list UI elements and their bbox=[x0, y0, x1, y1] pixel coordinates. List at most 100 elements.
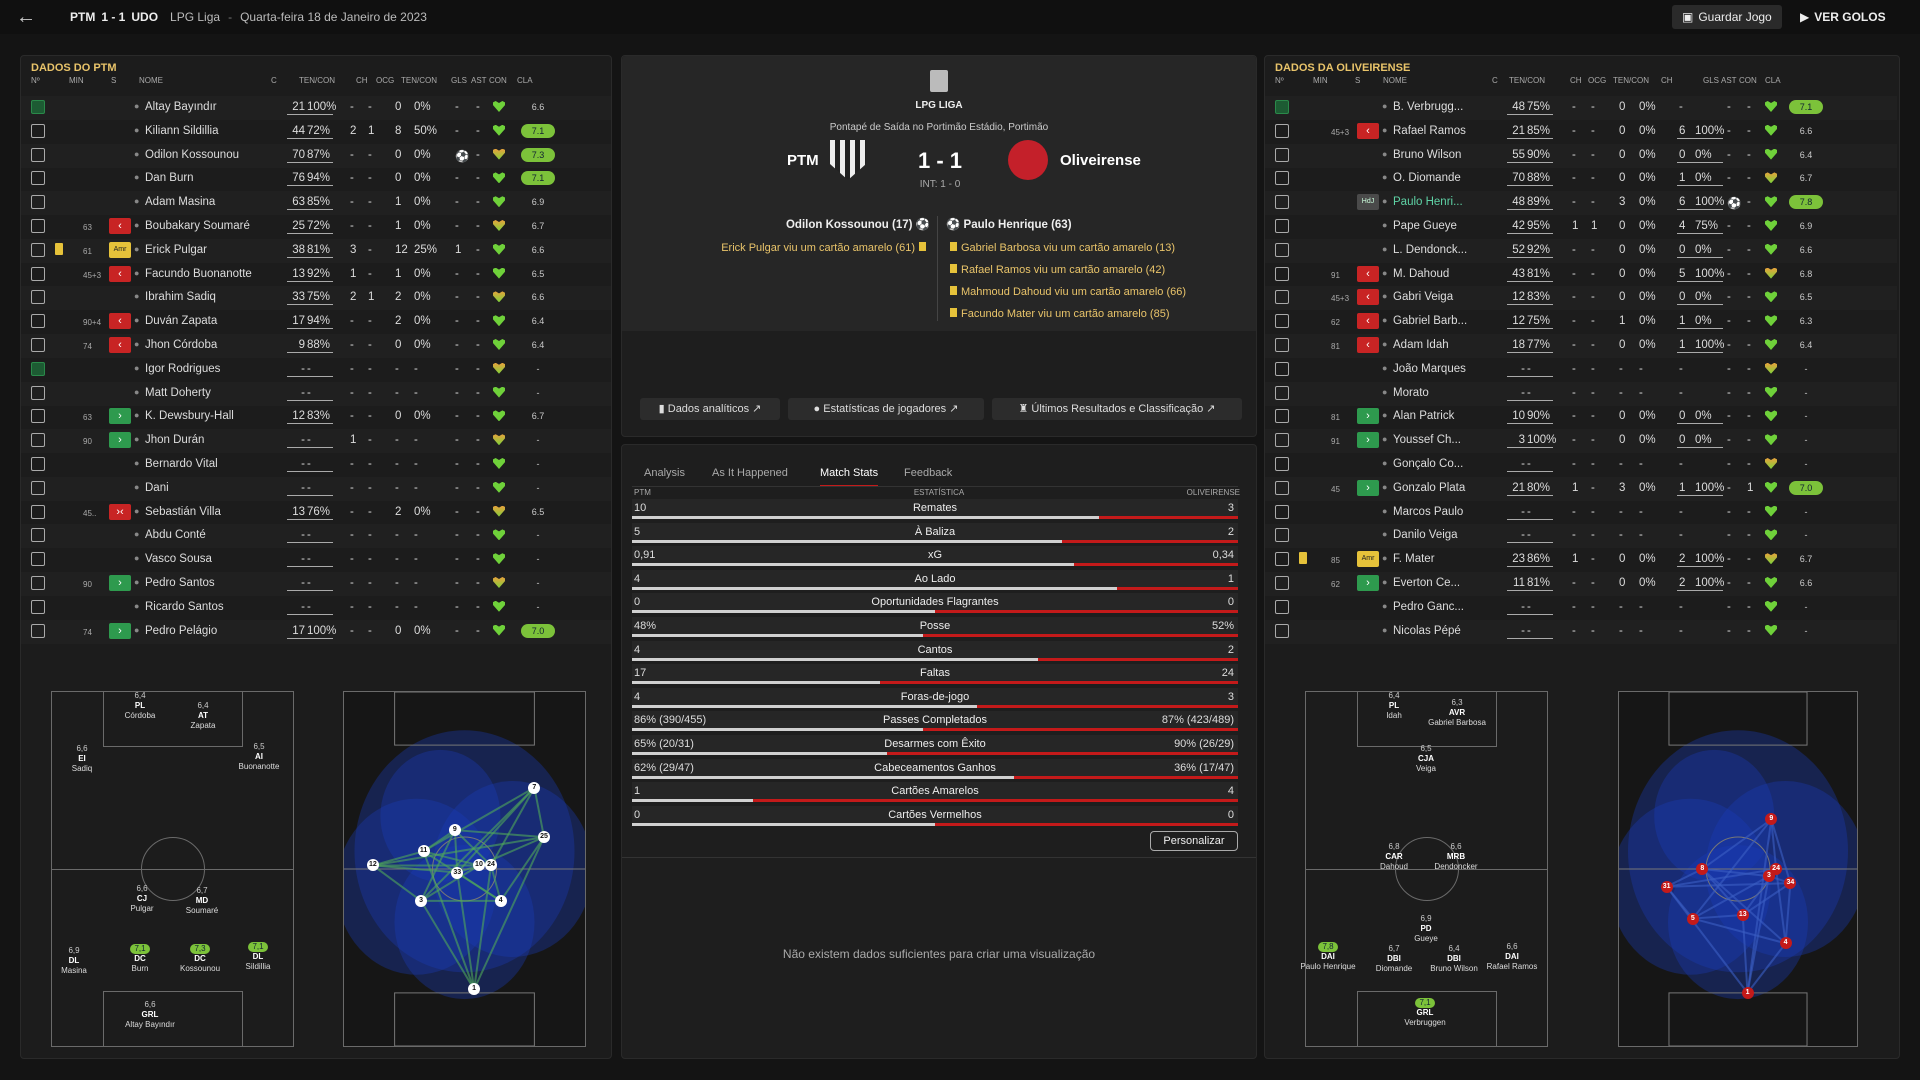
player-row[interactable]: 45+3 ‹ ● Gabri Veiga 12 83% - - 0 0% 0 0% - - 6.5 bbox=[1265, 286, 1897, 311]
player-row[interactable]: ● Vasco Sousa - - - - - - - - - bbox=[31, 548, 601, 572]
formation-player[interactable]: 6,4 PL Idah bbox=[1364, 691, 1424, 721]
formation-player[interactable]: 6,5 CJA Veiga bbox=[1396, 744, 1456, 774]
formation-player[interactable]: 6,6 DAI Rafael Ramos bbox=[1482, 942, 1542, 972]
player-row[interactable]: ● Adam Masina 63 85% - - 1 0% - - 6.9 bbox=[21, 191, 611, 216]
player-row[interactable]: ● Danilo Veiga - - - - - - - - - - bbox=[1265, 524, 1897, 549]
heatmap-player-node[interactable]: 9 bbox=[1765, 813, 1778, 826]
tab-feedback[interactable]: Feedback bbox=[904, 467, 953, 479]
heatmap-player-node[interactable]: 4 bbox=[1779, 937, 1792, 950]
player-row[interactable]: 74 ‹ ● Jhon Córdoba 9 88% - - 0 0% - - 6.4 bbox=[21, 334, 611, 358]
player-row[interactable]: 45+3 ‹ ● Rafael Ramos 21 85% - -0 0% 6 100% - -6.6 bbox=[1275, 120, 1885, 144]
formation-player[interactable]: 6,3 AVR Gabriel Barbosa bbox=[1427, 698, 1487, 728]
heatmap-player-node[interactable]: 8 bbox=[1696, 863, 1709, 875]
player-row[interactable]: ● Ibrahim Sadiq 33 75% 2 1 2 0% - -6.6 bbox=[21, 286, 611, 311]
player-row[interactable]: 45+3 ‹ ● Facundo Buonanotte 13 92% 1-1 0% - -6.5 bbox=[31, 263, 601, 287]
player-row[interactable]: ● Altay Bayındır 21 100% - - 0 0% - - 6.6 bbox=[21, 96, 611, 120]
heatmap-player-node[interactable]: 25 bbox=[538, 831, 551, 844]
customize-button[interactable]: Personalizar bbox=[1150, 831, 1238, 851]
player-row[interactable]: ● Dani - - - - - - - - - bbox=[21, 476, 611, 501]
player-row[interactable]: ● Kiliann Sildillia 44 72% 2 1 8 50% - - 7.1 bbox=[31, 120, 601, 144]
formation-player[interactable]: 7,1 DC Burn bbox=[110, 944, 170, 974]
player-row[interactable]: ● B. Verbrugg... 48 75% - - 0 0% - - - 7.1 bbox=[1265, 96, 1897, 120]
tab-analysis[interactable]: Analysis bbox=[644, 467, 685, 479]
formation-player[interactable]: 6,4 PL Córdoba bbox=[110, 691, 170, 721]
player-row[interactable]: ● Dan Burn 76 94% - - 0 0% - - 7.1 bbox=[31, 167, 601, 191]
heatmap-player-node[interactable]: 12 bbox=[366, 859, 379, 872]
formation-player[interactable]: 6,4 DBI Bruno Wilson bbox=[1424, 944, 1484, 974]
formation-player[interactable]: 6,6 GRL Altay Bayındır bbox=[120, 1000, 180, 1030]
watch-goals-button[interactable]: ▶ VER GOLOS bbox=[1790, 5, 1902, 29]
formation-player[interactable]: 6,9 PD Gueye bbox=[1396, 914, 1456, 944]
heatmap-player-node[interactable]: 11 bbox=[417, 845, 430, 858]
heatmap-player-node[interactable]: 24 bbox=[485, 859, 497, 872]
player-row[interactable]: 91 › ● Youssef Ch... 3 100% - - 0 0% 0 0% - - - bbox=[1265, 429, 1897, 454]
heatmap-player-node[interactable]: 31 bbox=[1660, 880, 1673, 893]
player-stats-button[interactable]: ● Estatísticas de jogadores ↗ bbox=[788, 398, 984, 420]
player-row[interactable]: 45 › ● Gonzalo Plata 21 80% 1-3 0% 1 100% -1 7.0 bbox=[1265, 476, 1897, 501]
player-row[interactable]: ● João Marques - - - - - - - - - - bbox=[1275, 358, 1885, 382]
player-row[interactable]: 63 › ● K. Dewsbury-Hall 12 83% - - 0 0% - - 6.7 bbox=[31, 405, 601, 429]
player-row[interactable]: ● Pedro Ganc... - - - - - - - - - - bbox=[1275, 596, 1885, 620]
player-row[interactable]: ● Matt Doherty - - - - - - - - - bbox=[21, 381, 611, 406]
formation-player[interactable]: 6,7 MD Soumaré bbox=[172, 886, 232, 916]
player-row[interactable]: 91 ‹ ● M. Dahoud 43 81% - -0 0% 5 100% - -6.8 bbox=[1275, 263, 1885, 287]
formation-player[interactable]: 6,6 CJ Pulgar bbox=[112, 884, 172, 914]
heatmap-player-node[interactable]: 1 bbox=[1741, 986, 1754, 999]
formation-player[interactable]: 6,7 DBI Diomande bbox=[1364, 944, 1424, 974]
tab-match-stats[interactable]: Match Stats bbox=[820, 467, 879, 487]
heatmap-player-node[interactable]: 1 bbox=[468, 983, 481, 996]
formation-player[interactable]: 6,4 AT Zapata bbox=[173, 701, 233, 731]
player-row[interactable]: ● L. Dendonck... 52 92% - - 0 0% 0 0% - - 6.6 bbox=[1265, 238, 1897, 263]
player-row[interactable]: 85 Amr ● F. Mater 23 86% 1-0 0% 2 100% - -6.7 bbox=[1275, 548, 1885, 572]
player-row[interactable]: ● Marcos Paulo - - - - - - - - - - bbox=[1275, 501, 1885, 525]
tab-as-it-happened[interactable]: As It Happened bbox=[712, 467, 788, 479]
formation-player[interactable]: 7,3 DC Kossounou bbox=[170, 944, 230, 974]
formation-player[interactable]: 6,5 AI Buonanotte bbox=[229, 742, 289, 772]
player-row[interactable]: ● Pape Gueye 42 95% 1 1 0 0% 4 75% - -6.9 bbox=[1275, 215, 1885, 239]
player-row[interactable]: ● Gonçalo Co... - - - - - - - - - - bbox=[1275, 453, 1885, 477]
player-row[interactable]: ● Ricardo Santos - - - - - - - - - bbox=[31, 596, 601, 620]
player-row[interactable]: 45.. ›‹ ● Sebastián Villa 13 76% - - 2 0% - - 6.5 bbox=[31, 501, 601, 525]
player-row[interactable]: 63 ‹ ● Boubakary Soumaré 25 72% - - 1 0% - - 6.7 bbox=[31, 215, 601, 239]
formation-player[interactable]: 6,6 MRB Dendoncker bbox=[1426, 842, 1486, 872]
player-row[interactable]: ● Odilon Kossounou 70 87% - -0 0% ⚽ -7.3 bbox=[21, 143, 611, 168]
formation-player[interactable]: 6,6 EI Sadiq bbox=[52, 744, 112, 774]
formation-player[interactable]: 6,9 DL Masina bbox=[44, 946, 104, 976]
player-row[interactable]: 81 › ● Alan Patrick 10 90% - - 0 0% 0 0% - - - bbox=[1275, 405, 1885, 429]
heatmap-player-node[interactable]: 5 bbox=[1686, 912, 1699, 925]
formation-player[interactable]: 7,1 DL Sildillia bbox=[228, 942, 288, 972]
formation-player[interactable]: 7,1 GRL Verbruggen bbox=[1395, 998, 1455, 1028]
player-row[interactable]: ● Bernardo Vital - - - - - - - - - bbox=[31, 453, 601, 477]
player-row[interactable]: 62 ‹ ● Gabriel Barb... 12 75% - - 1 0% 1 0% - - 6.3 bbox=[1275, 310, 1885, 334]
player-row[interactable]: ● Abdu Conté - - - - - - - - - bbox=[21, 524, 611, 549]
results-standings-button[interactable]: ♜ Últimos Resultados e Classificação ↗ bbox=[992, 398, 1242, 420]
heatmap-player-node[interactable]: 3 bbox=[415, 894, 428, 907]
player-row[interactable]: 74 › ● Pedro Pelágio 17 100% - -0 0% - -7.0 bbox=[21, 619, 611, 644]
player-row[interactable]: ● O. Diomande 70 88% - - 0 0% 1 0% - - 6.7 bbox=[1275, 167, 1885, 191]
player-row[interactable]: 90 › ● Pedro Santos - - - - - - - - - bbox=[21, 572, 611, 596]
heatmap-player-node[interactable]: 24 bbox=[1770, 863, 1783, 875]
analytics-button[interactable]: ▮ Dados analíticos ↗ bbox=[640, 398, 780, 420]
player-row[interactable]: 81 ‹ ● Adam Idah 18 77% - -0 0% 1 100% - -6.4 bbox=[1265, 334, 1897, 358]
player-row[interactable]: 90 › ● Jhon Durán - -1- - - - - - bbox=[21, 429, 611, 454]
heatmap-player-node[interactable]: 9 bbox=[448, 824, 461, 837]
heatmap-player-node[interactable]: 10 bbox=[472, 859, 485, 872]
heatmap-player-node[interactable]: 34 bbox=[1784, 877, 1797, 890]
player-row[interactable]: 90+4 ‹ ● Duván Zapata 17 94% - - 2 0% - - 6.4 bbox=[31, 310, 601, 334]
player-row[interactable]: ● Morato - - - - - - - - - - bbox=[1265, 381, 1897, 406]
player-row[interactable]: HdJ ● Paulo Henri... 48 89% - -3 0% 6 100% ⚽ -7.8 bbox=[1265, 191, 1897, 216]
save-game-button[interactable]: ▣ Guardar Jogo bbox=[1672, 5, 1782, 29]
heatmap-player-node[interactable]: 7 bbox=[528, 781, 541, 794]
ocg: - bbox=[1591, 101, 1595, 113]
player-row[interactable]: 61 Amr ● Erick Pulgar 38 81% 3-12 25% 1-6.6 bbox=[21, 238, 611, 263]
formation-player[interactable]: 6,8 CAR Dahoud bbox=[1364, 842, 1424, 872]
player-row[interactable]: ● Nicolas Pépé - - - - - - - - - - bbox=[1265, 619, 1897, 644]
heatmap-player-node[interactable]: 33 bbox=[451, 866, 464, 879]
back-arrow-icon[interactable]: ← bbox=[16, 5, 36, 28]
player-row[interactable]: 62 › ● Everton Ce... 11 81% - -0 0% 2 100% - -6.6 bbox=[1265, 572, 1897, 596]
player-row[interactable]: ● Bruno Wilson 55 90% - - 0 0% 0 0% - - 6.4 bbox=[1265, 143, 1897, 168]
formation-player[interactable]: 7,8 DAI Paulo Henrique bbox=[1298, 942, 1358, 972]
heatmap-player-node[interactable]: 4 bbox=[494, 894, 507, 907]
player-row[interactable]: ● Igor Rodrigues - - - - - - - - - bbox=[31, 358, 601, 382]
heatmap-player-node[interactable]: 13 bbox=[1736, 909, 1749, 922]
